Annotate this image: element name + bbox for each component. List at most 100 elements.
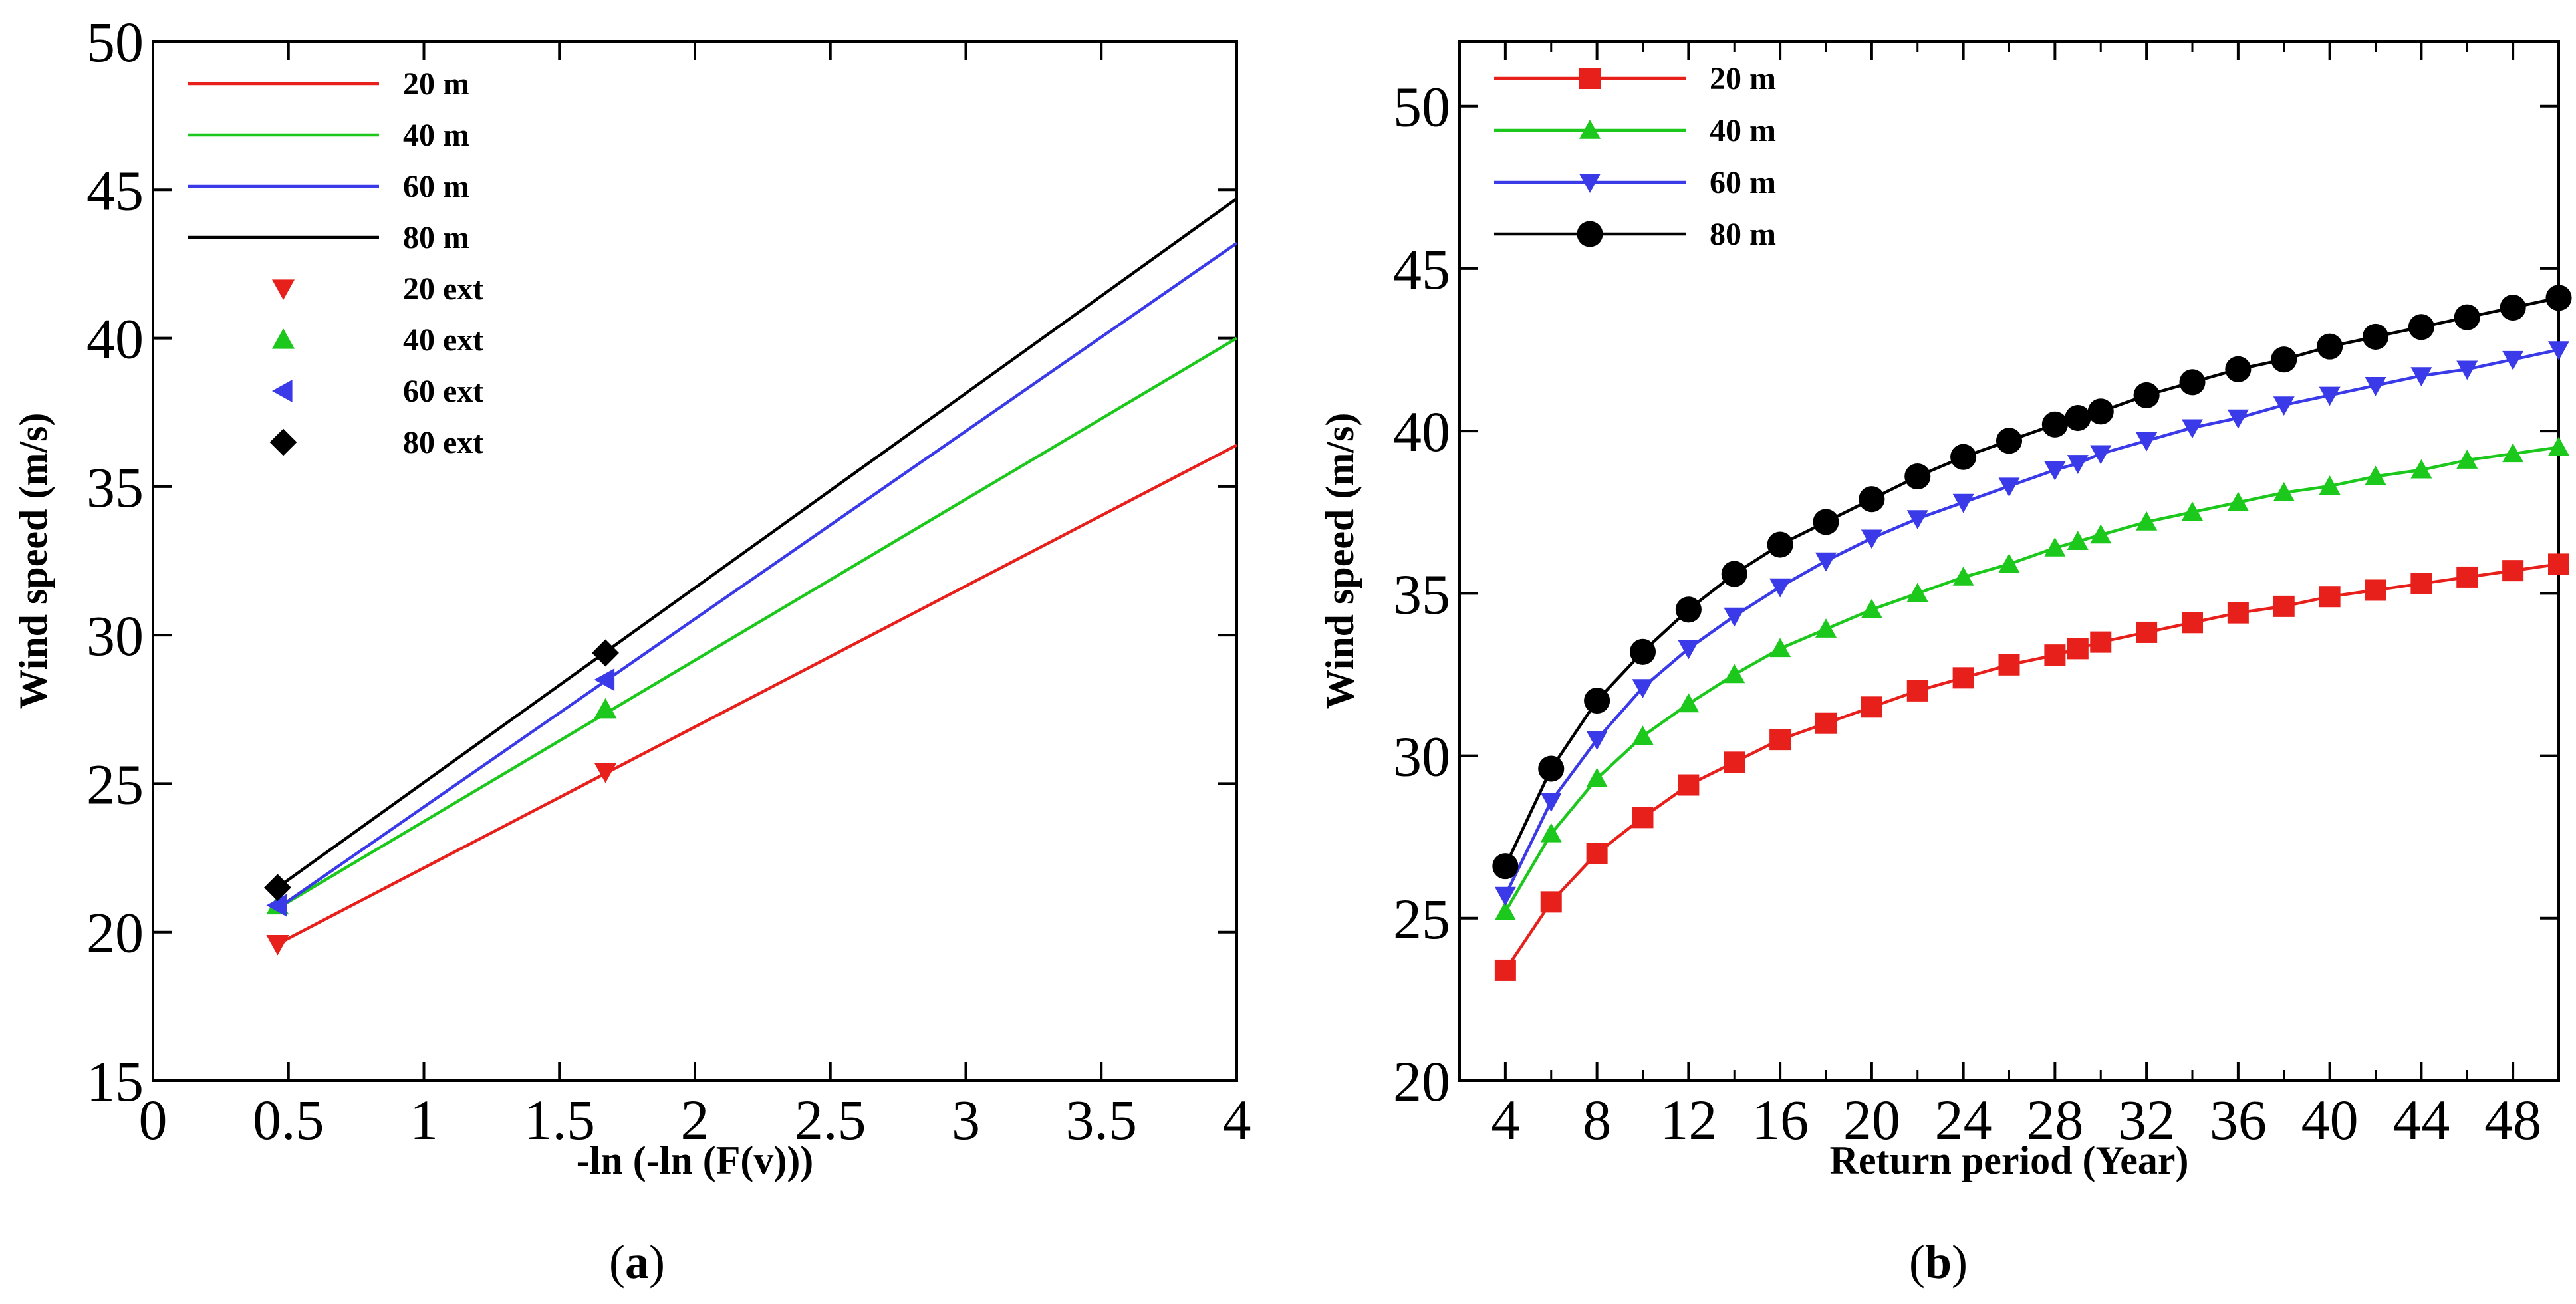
legend-label: 80 m (403, 220, 469, 255)
data-point (1584, 687, 1610, 714)
data-point (2548, 553, 2569, 575)
data-point (1494, 886, 1516, 906)
y-tick-label: 35 (86, 456, 144, 519)
legend-item: 40 ext (272, 323, 483, 358)
series-40-m (1494, 436, 2569, 920)
data-point (1769, 578, 1791, 598)
data-point (1904, 463, 1931, 490)
data-point (594, 698, 617, 719)
legend: 20 m 40 m 60 m 80 m (1494, 61, 1776, 252)
data-point (2133, 382, 2160, 408)
series-20-ext (266, 762, 617, 956)
legend-marker (269, 428, 297, 456)
data-point (2225, 356, 2252, 382)
data-point (2365, 579, 2386, 601)
data-point (266, 894, 287, 917)
x-tick-label: 48 (2484, 1088, 2541, 1152)
series-80-m (1492, 285, 2572, 880)
data-point (2362, 323, 2389, 350)
data-point (2067, 455, 2089, 474)
series-80-ext (264, 639, 619, 902)
legend-marker (272, 328, 295, 349)
x-tick-label: 28 (2026, 1088, 2083, 1152)
data-point (2041, 411, 2068, 438)
legend-label: 80 ext (403, 425, 483, 460)
x-tick-label: 16 (1751, 1088, 1809, 1152)
legend-label: 40 m (1710, 113, 1776, 148)
data-point (1678, 640, 1700, 660)
data-point (1492, 853, 1519, 880)
y-tick-label: 35 (1393, 562, 1450, 626)
data-point (594, 668, 615, 692)
data-point (2090, 445, 2112, 465)
data-point (1629, 638, 1656, 665)
x-tick-label: 1.5 (524, 1088, 596, 1152)
data-point (2410, 459, 2432, 479)
data-point (2548, 341, 2569, 361)
data-point (2410, 573, 2432, 594)
legend-label: 60 m (403, 169, 469, 204)
series-20-m (1494, 553, 2569, 981)
data-point (266, 934, 289, 956)
x-tick-label: 32 (2118, 1088, 2175, 1152)
legend-item: 20 m (188, 66, 469, 102)
data-point (1494, 901, 1516, 920)
legend-marker (1579, 120, 1601, 139)
legend-item: 40 m (1494, 113, 1776, 148)
data-point (1724, 751, 1745, 773)
x-axis-label: -ln (-ln (F(v))) (577, 1138, 814, 1182)
data-point (2136, 432, 2158, 452)
data-point (1494, 959, 1516, 981)
data-point (1721, 561, 1747, 587)
legend-item: 60 ext (272, 374, 483, 409)
legend-item: 20 m (1494, 61, 1776, 96)
data-point (1540, 891, 1562, 913)
y-tick-label: 30 (1393, 725, 1450, 789)
data-point (1998, 654, 2020, 676)
data-point (2408, 314, 2434, 340)
legend-item: 80 m (1494, 217, 1776, 252)
legend-label: 20 m (403, 66, 469, 102)
data-point (1632, 725, 1654, 745)
data-point (2182, 612, 2203, 634)
y-tick-label: 25 (1393, 887, 1450, 951)
x-tick-label: 40 (2301, 1088, 2359, 1152)
series-60-m (277, 241, 1238, 910)
data-point (2319, 586, 2341, 608)
x-tick-label: 2.5 (795, 1088, 866, 1152)
y-axis-label: Wind speed (m/s) (11, 413, 55, 710)
data-point (1538, 755, 1565, 782)
series-line (277, 444, 1238, 946)
x-tick-label: 3 (952, 1088, 980, 1152)
legend-item: 80 m (188, 220, 469, 255)
y-tick-label: 50 (86, 10, 144, 74)
data-point (1815, 618, 1837, 638)
legend-label: 40 m (403, 118, 469, 153)
data-point (2365, 465, 2386, 485)
data-point (1540, 793, 1562, 812)
data-point (2182, 419, 2203, 439)
data-point (2067, 531, 2089, 550)
legend-label: 80 m (1710, 217, 1776, 252)
legend-marker (1577, 221, 1603, 247)
data-point (1724, 607, 1745, 627)
data-point (2273, 595, 2295, 617)
y-tick-label: 45 (1393, 237, 1450, 301)
data-point (1815, 712, 1837, 734)
data-point (1861, 598, 1882, 618)
data-point (2365, 376, 2386, 396)
data-point (2319, 386, 2341, 406)
data-point (2273, 396, 2295, 416)
x-tick-label: 44 (2392, 1088, 2450, 1152)
chart-b: 4 8 12 16 20 24 28 32 36 40 44 4820253035404550Retu… (1318, 40, 2572, 1182)
y-tick-label: 25 (86, 752, 144, 816)
x-tick-label: 0 (139, 1088, 168, 1152)
y-tick-label: 40 (86, 307, 144, 371)
data-point (2227, 602, 2249, 624)
legend-item: 60 m (188, 169, 469, 204)
data-point (2410, 367, 2432, 387)
data-point (2067, 638, 2089, 660)
x-tick-label: 0.5 (253, 1088, 324, 1152)
legend-label: 40 ext (403, 323, 483, 358)
series-line (277, 197, 1238, 889)
